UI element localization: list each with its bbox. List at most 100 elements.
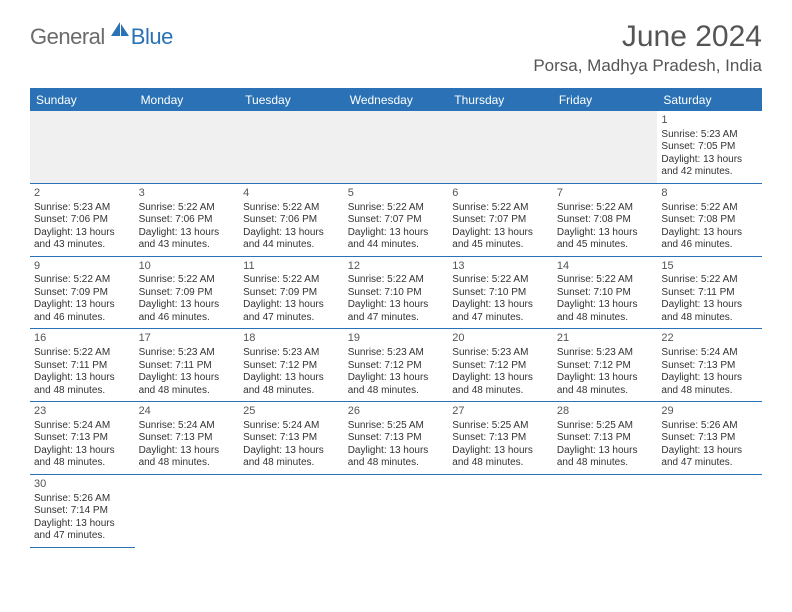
sunrise-line: Sunrise: 5:24 AM (34, 420, 131, 433)
sunrise-line: Sunrise: 5:22 AM (243, 202, 340, 215)
day-number: 23 (34, 405, 131, 419)
sunset-line: Sunset: 7:10 PM (348, 287, 445, 300)
sunset-line: Sunset: 7:07 PM (348, 214, 445, 227)
day-number: 1 (661, 114, 758, 128)
day-number: 16 (34, 332, 131, 346)
sunrise-line: Sunrise: 5:26 AM (34, 493, 131, 506)
calendar-day-cell: 11Sunrise: 5:22 AMSunset: 7:09 PMDayligh… (239, 257, 344, 330)
sunrise-line: Sunrise: 5:24 AM (243, 420, 340, 433)
calendar-day-cell: 22Sunrise: 5:24 AMSunset: 7:13 PMDayligh… (657, 329, 762, 402)
daylight-line: Daylight: 13 hours and 43 minutes. (139, 227, 236, 252)
day-number: 27 (452, 405, 549, 419)
sunset-line: Sunset: 7:06 PM (139, 214, 236, 227)
calendar-trailing-cell (344, 475, 449, 548)
daylight-line: Daylight: 13 hours and 47 minutes. (243, 299, 340, 324)
daylight-line: Daylight: 13 hours and 44 minutes. (243, 227, 340, 252)
calendar-blank-cell (135, 111, 240, 184)
sunset-line: Sunset: 7:12 PM (243, 360, 340, 373)
calendar-day-cell: 15Sunrise: 5:22 AMSunset: 7:11 PMDayligh… (657, 257, 762, 330)
day-number: 21 (557, 332, 654, 346)
daylight-line: Daylight: 13 hours and 47 minutes. (34, 518, 131, 543)
day-number: 24 (139, 405, 236, 419)
sunrise-line: Sunrise: 5:24 AM (139, 420, 236, 433)
weekday-header: Monday (135, 89, 240, 111)
sunset-line: Sunset: 7:13 PM (139, 432, 236, 445)
calendar-day-cell: 3Sunrise: 5:22 AMSunset: 7:06 PMDaylight… (135, 184, 240, 257)
daylight-line: Daylight: 13 hours and 48 minutes. (557, 445, 654, 470)
sunrise-line: Sunrise: 5:22 AM (348, 202, 445, 215)
sunset-line: Sunset: 7:06 PM (34, 214, 131, 227)
calendar-day-cell: 20Sunrise: 5:23 AMSunset: 7:12 PMDayligh… (448, 329, 553, 402)
calendar-day-cell: 29Sunrise: 5:26 AMSunset: 7:13 PMDayligh… (657, 402, 762, 475)
sunset-line: Sunset: 7:13 PM (661, 432, 758, 445)
daylight-line: Daylight: 13 hours and 48 minutes. (661, 299, 758, 324)
calendar-day-cell: 12Sunrise: 5:22 AMSunset: 7:10 PMDayligh… (344, 257, 449, 330)
header: General Blue June 2024 Porsa, Madhya Pra… (30, 20, 762, 76)
day-number: 7 (557, 187, 654, 201)
weekday-header: Thursday (448, 89, 553, 111)
daylight-line: Daylight: 13 hours and 48 minutes. (34, 445, 131, 470)
calendar-day-cell: 6Sunrise: 5:22 AMSunset: 7:07 PMDaylight… (448, 184, 553, 257)
sunrise-line: Sunrise: 5:23 AM (139, 347, 236, 360)
sunset-line: Sunset: 7:12 PM (557, 360, 654, 373)
sunrise-line: Sunrise: 5:26 AM (661, 420, 758, 433)
sunset-line: Sunset: 7:13 PM (452, 432, 549, 445)
sunrise-line: Sunrise: 5:23 AM (557, 347, 654, 360)
calendar-blank-cell (344, 111, 449, 184)
sunset-line: Sunset: 7:13 PM (661, 360, 758, 373)
daylight-line: Daylight: 13 hours and 46 minutes. (34, 299, 131, 324)
daylight-line: Daylight: 13 hours and 48 minutes. (452, 445, 549, 470)
calendar-day-cell: 17Sunrise: 5:23 AMSunset: 7:11 PMDayligh… (135, 329, 240, 402)
day-number: 4 (243, 187, 340, 201)
calendar-day-cell: 7Sunrise: 5:22 AMSunset: 7:08 PMDaylight… (553, 184, 658, 257)
calendar-day-cell: 18Sunrise: 5:23 AMSunset: 7:12 PMDayligh… (239, 329, 344, 402)
location: Porsa, Madhya Pradesh, India (533, 56, 762, 76)
daylight-line: Daylight: 13 hours and 42 minutes. (661, 154, 758, 179)
calendar-day-cell: 19Sunrise: 5:23 AMSunset: 7:12 PMDayligh… (344, 329, 449, 402)
sunset-line: Sunset: 7:12 PM (348, 360, 445, 373)
sunset-line: Sunset: 7:07 PM (452, 214, 549, 227)
calendar-day-cell: 10Sunrise: 5:22 AMSunset: 7:09 PMDayligh… (135, 257, 240, 330)
calendar-day-cell: 23Sunrise: 5:24 AMSunset: 7:13 PMDayligh… (30, 402, 135, 475)
daylight-line: Daylight: 13 hours and 48 minutes. (139, 372, 236, 397)
daylight-line: Daylight: 13 hours and 46 minutes. (661, 227, 758, 252)
sunset-line: Sunset: 7:05 PM (661, 141, 758, 154)
sunset-line: Sunset: 7:13 PM (34, 432, 131, 445)
calendar-day-cell: 28Sunrise: 5:25 AMSunset: 7:13 PMDayligh… (553, 402, 658, 475)
daylight-line: Daylight: 13 hours and 48 minutes. (557, 372, 654, 397)
sunrise-line: Sunrise: 5:22 AM (452, 202, 549, 215)
sunrise-line: Sunrise: 5:22 AM (34, 347, 131, 360)
calendar-blank-cell (30, 111, 135, 184)
calendar-grid: SundayMondayTuesdayWednesdayThursdayFrid… (30, 88, 762, 548)
daylight-line: Daylight: 13 hours and 48 minutes. (348, 372, 445, 397)
day-number: 6 (452, 187, 549, 201)
calendar-day-cell: 9Sunrise: 5:22 AMSunset: 7:09 PMDaylight… (30, 257, 135, 330)
sunset-line: Sunset: 7:10 PM (452, 287, 549, 300)
day-number: 18 (243, 332, 340, 346)
calendar-day-cell: 26Sunrise: 5:25 AMSunset: 7:13 PMDayligh… (344, 402, 449, 475)
sunset-line: Sunset: 7:11 PM (34, 360, 131, 373)
calendar-day-cell: 8Sunrise: 5:22 AMSunset: 7:08 PMDaylight… (657, 184, 762, 257)
sunset-line: Sunset: 7:08 PM (661, 214, 758, 227)
daylight-line: Daylight: 13 hours and 48 minutes. (243, 372, 340, 397)
sunrise-line: Sunrise: 5:25 AM (348, 420, 445, 433)
sunset-line: Sunset: 7:09 PM (243, 287, 340, 300)
logo-text-blue: Blue (131, 24, 173, 50)
sunset-line: Sunset: 7:09 PM (139, 287, 236, 300)
day-number: 15 (661, 260, 758, 274)
daylight-line: Daylight: 13 hours and 43 minutes. (34, 227, 131, 252)
calendar-day-cell: 25Sunrise: 5:24 AMSunset: 7:13 PMDayligh… (239, 402, 344, 475)
sunset-line: Sunset: 7:12 PM (452, 360, 549, 373)
sunrise-line: Sunrise: 5:25 AM (557, 420, 654, 433)
calendar-day-cell: 30Sunrise: 5:26 AMSunset: 7:14 PMDayligh… (30, 475, 135, 548)
weekday-header: Saturday (657, 89, 762, 111)
calendar-blank-cell (553, 111, 658, 184)
day-number: 17 (139, 332, 236, 346)
sunrise-line: Sunrise: 5:25 AM (452, 420, 549, 433)
logo-sail-icon (109, 20, 131, 43)
day-number: 25 (243, 405, 340, 419)
sunrise-line: Sunrise: 5:23 AM (452, 347, 549, 360)
sunrise-line: Sunrise: 5:22 AM (557, 202, 654, 215)
sunrise-line: Sunrise: 5:23 AM (34, 202, 131, 215)
calendar-day-cell: 21Sunrise: 5:23 AMSunset: 7:12 PMDayligh… (553, 329, 658, 402)
